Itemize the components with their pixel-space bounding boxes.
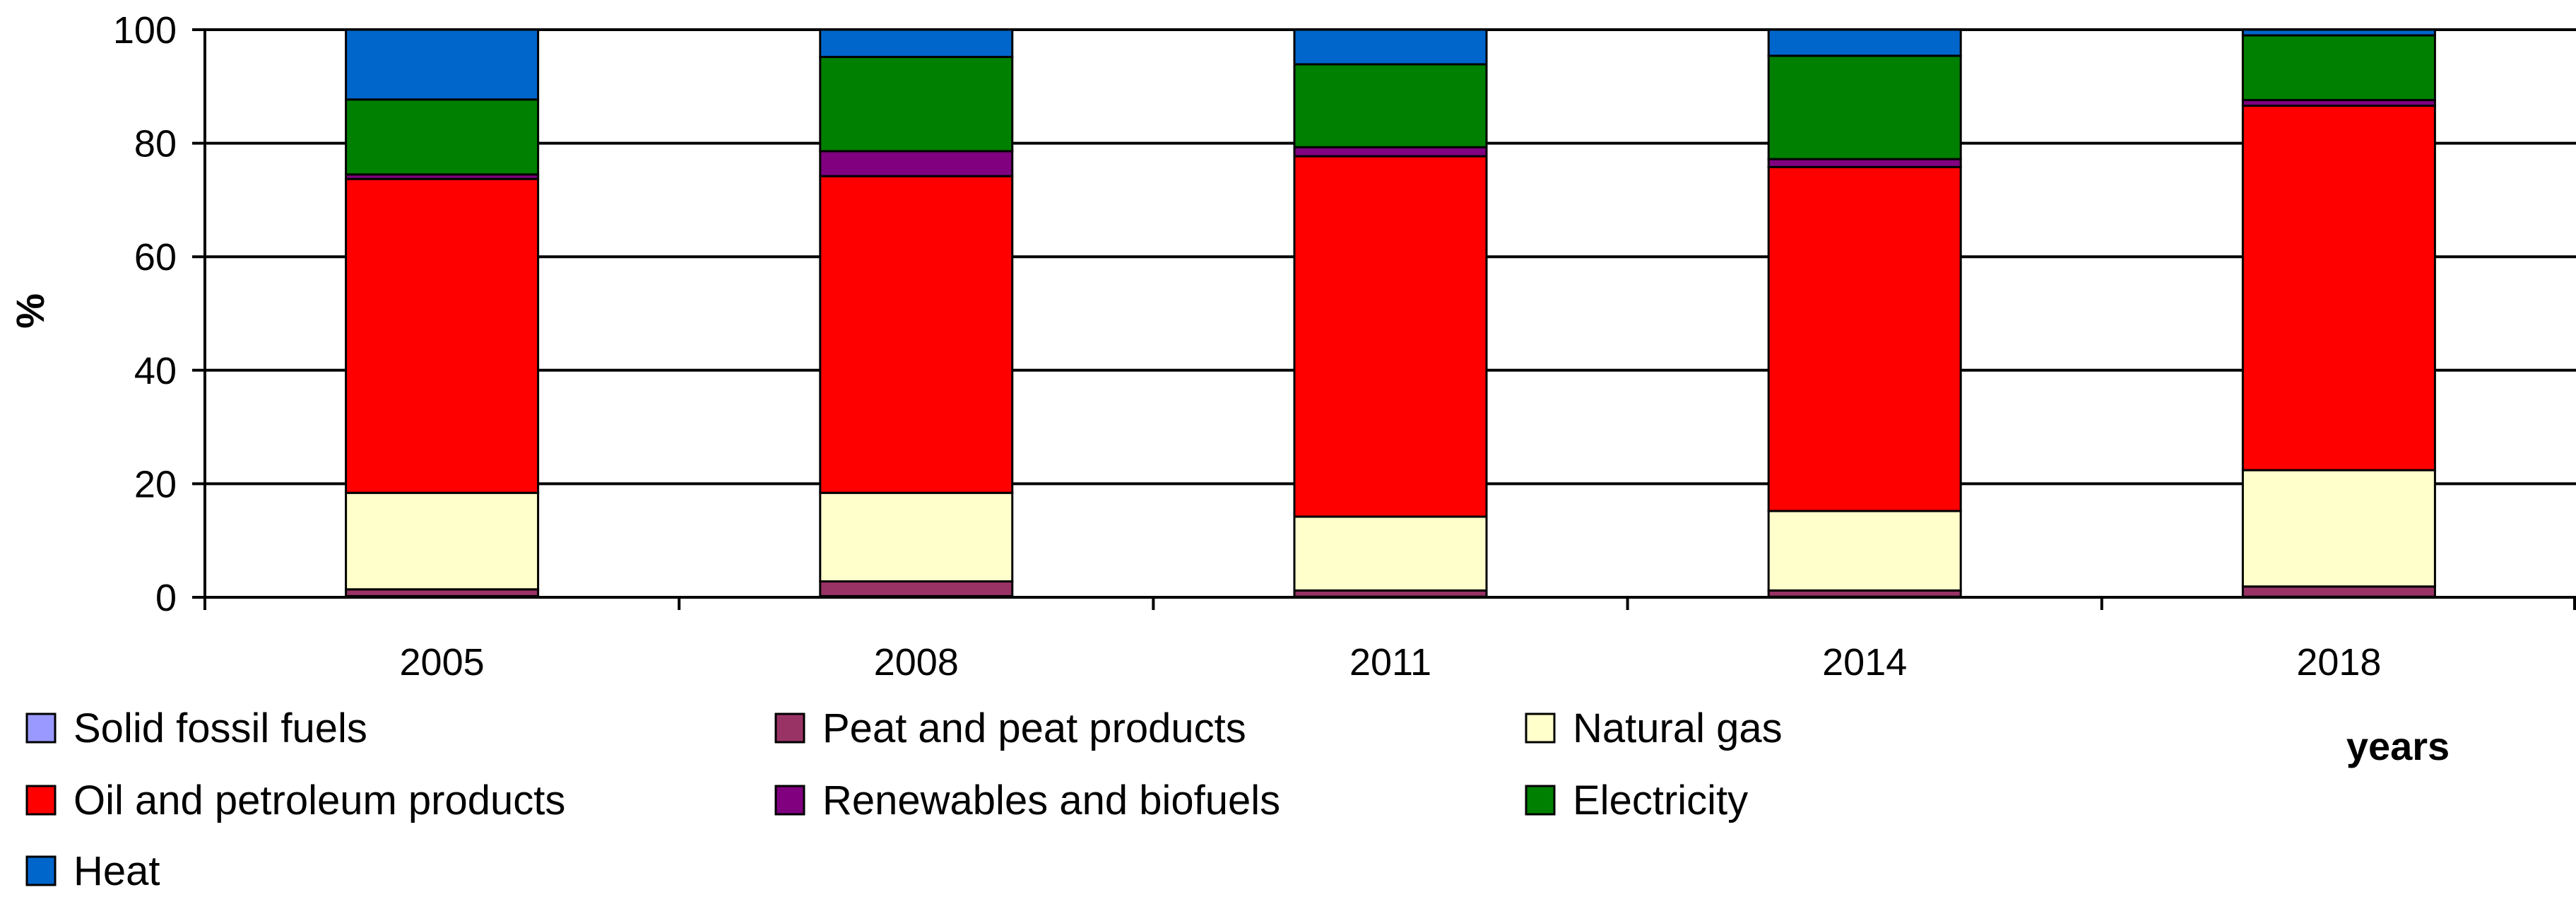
legend-swatch [774, 712, 805, 744]
bar-segment-natural-gas-2018 [2241, 469, 2436, 588]
bar-segment-electricity-2008 [819, 56, 1014, 153]
bar-segment-oil-and-petroleum-products-2008 [819, 175, 1014, 494]
legend-swatch [25, 785, 57, 816]
y-tick-label: 80 [134, 123, 177, 165]
legend-swatch [1525, 785, 1556, 816]
y-axis-title: % [8, 293, 52, 329]
bar-segment-electricity-2018 [2241, 34, 2436, 102]
legend-swatch [1525, 712, 1556, 744]
x-tick-label: 2005 [400, 641, 485, 684]
legend-swatch [774, 785, 805, 816]
legend-label: Heat [73, 848, 160, 894]
bar-segment-oil-and-petroleum-products-2005 [345, 177, 540, 494]
bar-segment-oil-and-petroleum-products-2014 [1767, 165, 1962, 512]
bar-segment-oil-and-petroleum-products-2018 [2241, 105, 2436, 471]
y-tick-label: 100 [113, 9, 177, 52]
y-tick-label: 20 [134, 463, 177, 505]
bar-segment-heat-2018 [2241, 28, 2436, 37]
bar-segment-natural-gas-2014 [1767, 510, 1962, 592]
bar-segment-oil-and-petroleum-products-2011 [1293, 155, 1488, 518]
legend-label: Renewables and biofuels [822, 778, 1280, 823]
bars [345, 28, 2436, 599]
bar-segment-electricity-2014 [1767, 54, 1962, 160]
bar-segment-heat-2011 [1293, 28, 1488, 66]
bar-segment-heat-2008 [819, 28, 1014, 59]
bar-segment-natural-gas-2005 [345, 491, 540, 591]
bar-segment-heat-2005 [345, 28, 540, 101]
legend-label: Electricity [1573, 778, 1748, 823]
bar-segment-natural-gas-2011 [1293, 515, 1488, 592]
bar-segment-renewables-and-biofuels-2011 [1293, 146, 1488, 158]
legend-swatch [25, 855, 57, 886]
x-tick-label: 2018 [2296, 641, 2381, 684]
legend-swatch [25, 712, 57, 744]
legend: Solid fossil fuels Peat and peat products… [25, 705, 1783, 894]
bar-segment-natural-gas-2008 [819, 491, 1014, 583]
x-axis-title: years [2346, 724, 2450, 768]
x-tick-label: 2008 [874, 641, 959, 684]
axes: 0 20 40 60 80 100 2005 2008 2011 2014 2018 [113, 9, 2576, 684]
x-tick-label: 2011 [1349, 641, 1431, 684]
bar-segment-peat-and-peat-products-2018 [2241, 585, 2436, 598]
bar-segment-electricity-2005 [345, 98, 540, 176]
y-tick-label: 40 [134, 350, 177, 392]
bar-segment-renewables-and-biofuels-2014 [1767, 158, 1962, 168]
legend-label: Solid fossil fuels [73, 705, 367, 751]
legend-label: Natural gas [1573, 705, 1783, 751]
legend-label: Oil and petroleum products [73, 778, 565, 823]
y-tick-label: 60 [134, 236, 177, 278]
legend-label: Peat and peat products [822, 705, 1246, 751]
bar-segment-heat-2014 [1767, 28, 1962, 57]
y-tick-label: 0 [155, 577, 177, 619]
bar-segment-peat-and-peat-products-2008 [819, 580, 1014, 597]
bar-segment-renewables-and-biofuels-2008 [819, 150, 1014, 177]
x-tick-label: 2014 [1822, 641, 1907, 684]
bar-segment-electricity-2011 [1293, 63, 1488, 148]
